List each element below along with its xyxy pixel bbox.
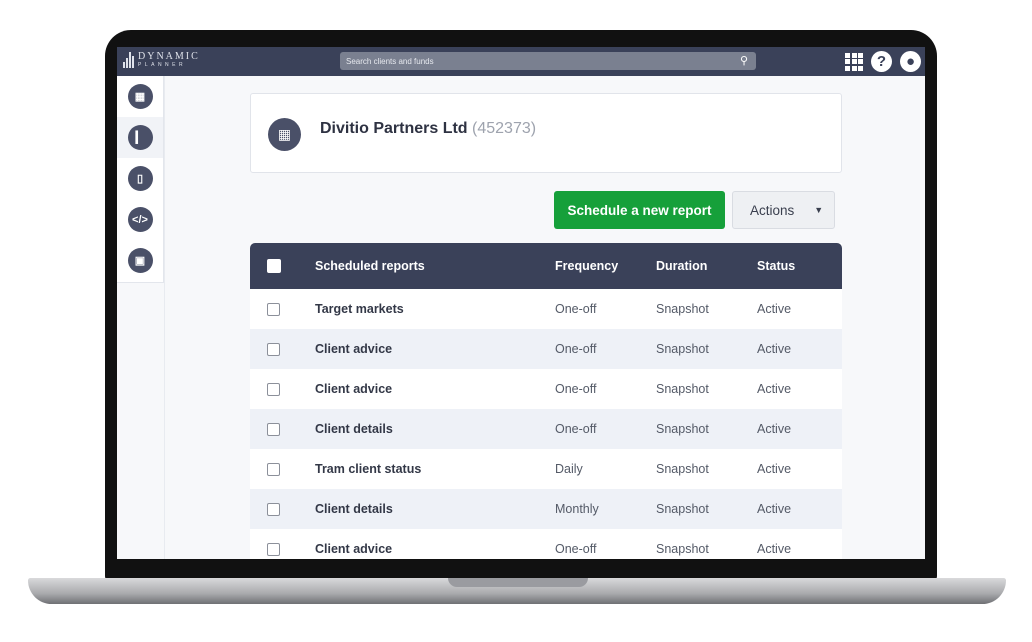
schedule-report-button[interactable]: Schedule a new report	[554, 191, 725, 229]
report-duration: Snapshot	[656, 302, 709, 316]
column-header-frequency[interactable]: Frequency	[555, 259, 619, 273]
logo-subtext: PLANNER	[138, 62, 187, 68]
top-bar: DYNAMIC PLANNER Search clients and funds …	[117, 47, 925, 76]
logo-text: DYNAMIC	[138, 51, 200, 62]
report-status: Active	[757, 302, 792, 316]
column-header-duration[interactable]: Duration	[656, 259, 708, 273]
inbox-icon: ▣	[127, 248, 153, 273]
table-row[interactable]: Client details One-off Snapshot Active	[250, 409, 842, 449]
scheduled-reports-table: Scheduled reports Frequency Duration Sta…	[250, 243, 842, 559]
row-checkbox[interactable]	[267, 382, 280, 396]
code-icon: </>	[127, 207, 153, 232]
user-avatar-icon[interactable]: ●	[900, 51, 921, 72]
search-input[interactable]: Search clients and funds ⚲	[340, 52, 756, 70]
report-name[interactable]: Client advice	[315, 342, 393, 356]
row-checkbox[interactable]	[267, 462, 280, 476]
logo-bars-icon	[123, 52, 134, 68]
report-status: Active	[757, 462, 792, 476]
table-row[interactable]: Target markets One-off Snapshot Active	[250, 289, 842, 329]
report-status: Active	[757, 342, 792, 356]
report-duration: Snapshot	[656, 502, 709, 516]
chart-icon: ▎	[127, 125, 153, 150]
report-status: Active	[757, 382, 792, 396]
select-all-checkbox[interactable]	[267, 259, 281, 273]
report-name[interactable]: Client advice	[315, 542, 393, 556]
report-frequency: One-off	[555, 342, 597, 356]
apps-grid-icon[interactable]	[845, 52, 863, 71]
client-name-text: Divitio Partners Ltd	[320, 120, 468, 137]
report-duration: Snapshot	[656, 342, 709, 356]
row-checkbox[interactable]	[267, 342, 280, 356]
table-row[interactable]: Tram client status Daily Snapshot Active	[250, 449, 842, 489]
column-header-status[interactable]: Status	[757, 259, 796, 273]
table-header: Scheduled reports Frequency Duration Sta…	[250, 243, 842, 289]
search-placeholder: Search clients and funds	[346, 57, 434, 66]
sidebar-divider	[164, 76, 165, 559]
row-checkbox[interactable]	[267, 502, 280, 516]
sidebar-item-inbox[interactable]: ▣	[117, 240, 163, 281]
row-checkbox[interactable]	[267, 302, 280, 316]
report-name[interactable]: Client advice	[315, 382, 393, 396]
report-duration: Snapshot	[656, 422, 709, 436]
table-row[interactable]: Client advice One-off Snapshot Active	[250, 529, 842, 559]
report-status: Active	[757, 422, 792, 436]
report-duration: Snapshot	[656, 462, 709, 476]
sidebar-item-reports[interactable]: ▎	[117, 117, 163, 158]
row-checkbox[interactable]	[267, 542, 280, 556]
laptop-notch	[448, 578, 588, 587]
report-name[interactable]: Client details	[315, 422, 393, 436]
table-row[interactable]: Client details Monthly Snapshot Active	[250, 489, 842, 529]
sidebar-item-clients[interactable]: ▦	[117, 76, 163, 117]
document-icon: ▯	[127, 166, 153, 191]
report-frequency: One-off	[555, 422, 597, 436]
actions-label: Actions	[750, 202, 795, 218]
app-screen: DYNAMIC PLANNER Search clients and funds …	[117, 47, 925, 559]
building-icon: ▦	[127, 84, 153, 109]
report-frequency: Daily	[555, 462, 583, 476]
report-frequency: One-off	[555, 542, 597, 556]
client-card: ▦ Divitio Partners Ltd (452373)	[250, 93, 842, 173]
building-icon: ▦	[268, 118, 301, 151]
help-icon[interactable]: ?	[871, 51, 892, 72]
client-id: (452373)	[472, 120, 537, 137]
report-duration: Snapshot	[656, 382, 709, 396]
sidebar-item-documents[interactable]: ▯	[117, 158, 163, 199]
table-row[interactable]: Client advice One-off Snapshot Active	[250, 329, 842, 369]
table-row[interactable]: Client advice One-off Snapshot Active	[250, 369, 842, 409]
sidebar: ▦ ▎ ▯ </> ▣	[117, 76, 164, 283]
report-status: Active	[757, 502, 792, 516]
report-duration: Snapshot	[656, 542, 709, 556]
actions-dropdown[interactable]: Actions ▼	[732, 191, 835, 229]
client-name: Divitio Partners Ltd (452373)	[320, 120, 536, 138]
report-frequency: Monthly	[555, 502, 599, 516]
report-frequency: One-off	[555, 382, 597, 396]
search-icon[interactable]: ⚲	[739, 55, 748, 67]
caret-down-icon: ▼	[814, 205, 824, 215]
report-name[interactable]: Client details	[315, 502, 393, 516]
report-name[interactable]: Target markets	[315, 302, 404, 316]
report-frequency: One-off	[555, 302, 597, 316]
sidebar-item-code[interactable]: </>	[117, 199, 163, 240]
column-header-name[interactable]: Scheduled reports	[315, 259, 425, 273]
report-name[interactable]: Tram client status	[315, 462, 422, 476]
report-status: Active	[757, 542, 792, 556]
row-checkbox[interactable]	[267, 422, 280, 436]
logo[interactable]: DYNAMIC PLANNER	[123, 52, 200, 68]
